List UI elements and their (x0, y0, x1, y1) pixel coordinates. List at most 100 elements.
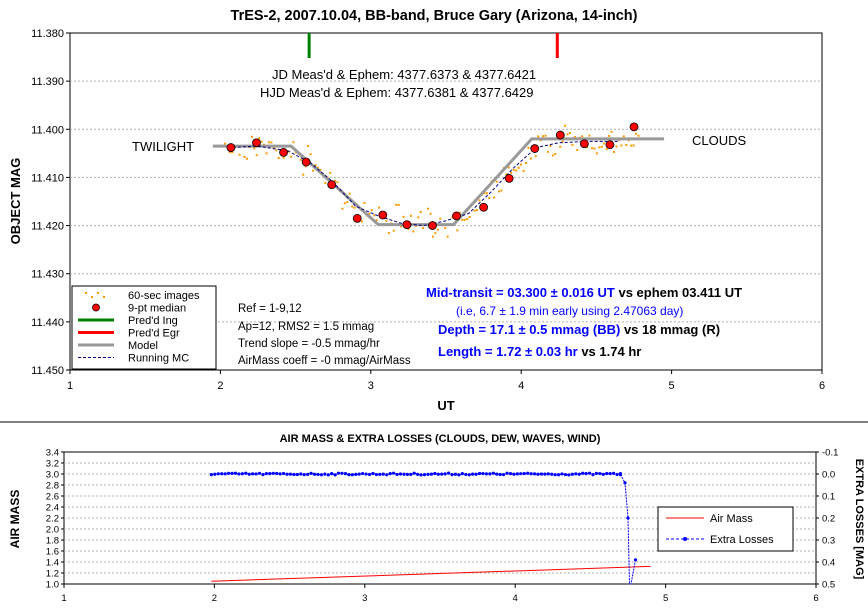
extra-losses-point (601, 472, 605, 476)
extra-losses-point (336, 471, 341, 475)
extra-losses-point (550, 472, 554, 476)
legend-label: 60-sec images (128, 290, 200, 302)
top-x-tick-label: 5 (669, 380, 675, 392)
raw-point (591, 147, 594, 150)
raw-point (348, 192, 351, 195)
top-y-tick-label: 11.410 (31, 172, 64, 184)
legend-label: 9-pt median (128, 303, 186, 315)
raw-point (314, 164, 317, 167)
extra-losses-point (495, 472, 499, 476)
legend-swatch-median (92, 303, 100, 312)
raw-point (375, 219, 378, 222)
extra-losses-point (529, 472, 533, 476)
raw-point (250, 135, 253, 138)
extra-losses-point (491, 471, 495, 475)
top-y-tick-label: 11.420 (31, 221, 64, 233)
top-y-tick-label: 11.390 (31, 76, 64, 88)
length-annotation: Length = 1.72 ± 0.03 hr vs 1.74 hr (438, 344, 641, 359)
extra-losses-point (581, 471, 585, 475)
bottom-x-tick-label: 2 (212, 593, 217, 604)
extra-losses-point (388, 472, 392, 476)
extra-losses-point (257, 471, 262, 475)
legend-label: Model (128, 340, 158, 352)
extra-losses-point (326, 473, 330, 477)
top-legend-box (71, 285, 217, 370)
bottom-y2-tick-label: -0.1 (822, 448, 838, 459)
raw-point (243, 155, 246, 158)
extra-losses-point (330, 472, 334, 476)
top-y-tick-label: 11.380 (31, 28, 64, 40)
extra-losses-point (309, 471, 313, 475)
bottom-x-tick-label: 5 (663, 593, 668, 604)
raw-point (231, 151, 234, 154)
raw-point (595, 152, 598, 155)
raw-point (554, 152, 557, 155)
extra-losses-point (605, 471, 609, 476)
extra-losses-point (481, 471, 485, 476)
raw-point (258, 137, 261, 140)
top-x-tick-label: 1 (67, 380, 73, 392)
extra-losses-point (381, 472, 385, 476)
raw-point (588, 134, 591, 137)
extra-losses-point (275, 471, 279, 476)
extra-losses-point (557, 473, 561, 477)
extra-losses-point (474, 472, 478, 476)
raw-point (412, 230, 415, 233)
extra-losses-point (488, 472, 492, 476)
raw-point (402, 215, 405, 218)
extra-losses-point (371, 471, 375, 476)
bottom-y-tick-label: 2.8 (46, 481, 59, 492)
depth-annotation: Depth = 17.1 ± 0.5 mmag (BB) vs 18 mmag … (438, 322, 720, 337)
bottom-chart-title: AIR MASS & EXTRA LOSSES (CLOUDS, DEW, WA… (280, 433, 601, 445)
extra-losses-point (416, 472, 420, 476)
bottom-x-tick-label: 3 (362, 593, 367, 604)
raw-point (613, 151, 616, 154)
extra-losses-point (350, 473, 354, 477)
raw-point (493, 196, 496, 199)
extra-losses-point (323, 472, 327, 476)
median-point (301, 157, 311, 167)
top-x-tick-label: 6 (819, 380, 825, 392)
airmass-layer (211, 565, 651, 582)
legend-swatch-extra-dot (683, 537, 687, 541)
twilight-annotation: TWILIGHT (132, 139, 194, 154)
extra-losses-point (264, 472, 268, 476)
bottom-legend: Air Mass Extra Losses (657, 506, 794, 552)
raw-point (324, 181, 327, 184)
bottom-y-tick-label: 1.0 (46, 580, 59, 591)
extra-losses-point (539, 472, 544, 476)
raw-point (524, 161, 527, 164)
bottom-y2-tick-label: 0.2 (822, 514, 835, 525)
raw-point (370, 209, 373, 212)
mid-transit-annotation: Mid-transit = 03.300 ± 0.016 UT vs ephem… (426, 285, 742, 300)
raw-point (473, 209, 476, 212)
extra-losses-point (446, 471, 451, 475)
extra-losses-point (608, 471, 612, 476)
airmass-line (211, 565, 651, 582)
raw-point (275, 149, 278, 152)
raw-point (392, 229, 395, 232)
top-x-tick-label: 3 (368, 380, 374, 392)
raw-point (343, 202, 346, 205)
raw-point (637, 134, 640, 137)
extra-losses-point (429, 472, 434, 476)
raw-point (566, 133, 569, 136)
raw-point (309, 153, 312, 156)
extra-losses-point (398, 472, 403, 476)
extra-losses-point (412, 471, 416, 475)
raw-point (483, 192, 486, 195)
median-point (402, 220, 412, 230)
extra-losses-point (594, 471, 599, 475)
ap-annotation: Ap=12, RMS2 = 1.5 mmag (238, 321, 374, 333)
raw-point (407, 227, 410, 230)
raw-point (223, 142, 226, 145)
top-y-tick-label: 11.450 (31, 365, 64, 377)
extra-losses-point (453, 472, 458, 476)
extra-losses-point (395, 472, 399, 477)
legend-swatch-raw (97, 292, 99, 294)
median-point (226, 143, 236, 152)
extra-losses-point (570, 472, 574, 476)
raw-point (475, 209, 478, 212)
